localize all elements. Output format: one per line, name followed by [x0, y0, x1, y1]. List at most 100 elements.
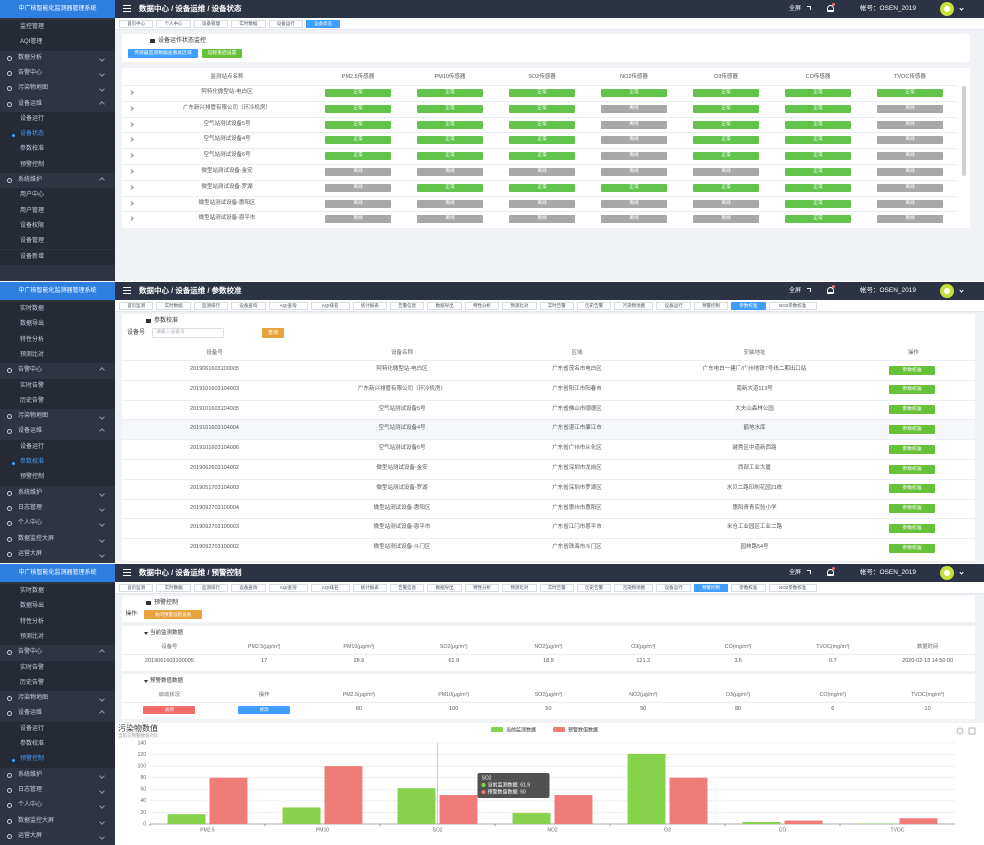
- menu-item[interactable]: 设备新增: [0, 249, 115, 265]
- fullscreen[interactable]: 全屏: [788, 288, 801, 294]
- menu-item[interactable]: 数据导出: [0, 599, 115, 615]
- menu-item[interactable]: 运营大屏: [0, 828, 115, 845]
- menu-item[interactable]: 个人中心: [0, 516, 115, 532]
- tab[interactable]: 个人中心: [156, 20, 191, 28]
- expand-arrow[interactable]: [129, 90, 134, 95]
- bell[interactable]: [827, 567, 835, 576]
- calibrate-button[interactable]: 参数校准: [889, 405, 935, 415]
- fullscreen-icon[interactable]: [807, 570, 811, 574]
- calibrate-button[interactable]: 参数校准: [889, 444, 935, 454]
- tab[interactable]: 历史告警: [577, 584, 612, 592]
- menu-item[interactable]: 告警中心: [0, 363, 115, 379]
- menu-item[interactable]: 实时数据: [0, 584, 115, 600]
- menu-item[interactable]: 污染物地图: [0, 81, 115, 97]
- account[interactable]: 帐号：OSEN_2019: [860, 569, 916, 576]
- tab[interactable]: AQI查询: [268, 584, 308, 592]
- menu-item[interactable]: 用户管理: [0, 203, 115, 219]
- tab[interactable]: 告警信息: [390, 302, 425, 310]
- table-button[interactable]: 关闭: [143, 706, 196, 714]
- menu-item[interactable]: 实时告警: [0, 378, 115, 394]
- menu-item[interactable]: 特性分析: [0, 332, 115, 348]
- menu-item[interactable]: 日志管理: [0, 782, 115, 799]
- menu-item[interactable]: 设备运维: [0, 96, 115, 112]
- menu-item[interactable]: 参数校准: [0, 737, 115, 753]
- calibrate-button[interactable]: 参数校准: [889, 484, 935, 494]
- menu-item[interactable]: 实时数据: [0, 302, 115, 318]
- tab[interactable]: 预测比对: [502, 302, 537, 310]
- tab[interactable]: AQI排名: [310, 302, 350, 310]
- tab[interactable]: 首页监测: [119, 302, 154, 310]
- tab[interactable]: 告警信息: [390, 584, 425, 592]
- account[interactable]: 帐号：OSEN_2019: [860, 287, 916, 294]
- menu-item[interactable]: AQI管理: [0, 35, 115, 51]
- tab[interactable]: 实时告警: [539, 302, 574, 310]
- search-button[interactable]: 查询: [262, 328, 284, 338]
- expand-arrow[interactable]: [129, 153, 134, 158]
- menu-item[interactable]: 设备管理: [0, 234, 115, 250]
- menu-item[interactable]: 设备运行: [0, 111, 115, 128]
- search-input[interactable]: 请输入设备号: [152, 328, 224, 338]
- tab[interactable]: 实时数据: [231, 20, 266, 28]
- tab[interactable]: 实时告警: [539, 584, 574, 592]
- bell[interactable]: [827, 285, 835, 294]
- op-button[interactable]: 关闭预警远程设备: [144, 610, 202, 619]
- tab[interactable]: 设备查询: [231, 584, 266, 592]
- tab[interactable]: AQI查询: [268, 302, 308, 310]
- menu-item[interactable]: 历史告警: [0, 675, 115, 692]
- menu-item[interactable]: 预警控制: [0, 470, 115, 486]
- calibrate-button[interactable]: 参数校准: [889, 464, 935, 474]
- menu-item[interactable]: 数据监控大屏: [0, 813, 115, 829]
- tab[interactable]: AQI排名: [310, 584, 350, 592]
- menu-item[interactable]: 告警中心: [0, 645, 115, 661]
- menu-item[interactable]: 日志管理: [0, 500, 115, 517]
- fullscreen[interactable]: 全屏: [788, 6, 801, 12]
- account[interactable]: 帐号：OSEN_2019: [860, 5, 916, 12]
- menu-item[interactable]: 运营大屏: [0, 546, 115, 563]
- avatar[interactable]: [940, 566, 954, 580]
- tab[interactable]: 数据导出: [427, 584, 462, 592]
- expand-arrow[interactable]: [129, 121, 134, 127]
- tab[interactable]: 特性分析: [464, 584, 500, 592]
- tab[interactable]: 特性分析: [464, 302, 500, 310]
- calibrate-button[interactable]: 参数校准: [889, 543, 935, 553]
- menu-item[interactable]: 设备运行: [0, 721, 115, 737]
- tab[interactable]: 污染物地图: [614, 584, 654, 592]
- tab[interactable]: 实时数据: [156, 302, 191, 310]
- tab[interactable]: 预测比对: [502, 584, 537, 592]
- menu-item[interactable]: 数据分析: [0, 50, 115, 66]
- menu-item[interactable]: 预测比对: [0, 347, 115, 364]
- expand-arrow[interactable]: [129, 106, 134, 111]
- menu-item[interactable]: 预警控制: [0, 157, 115, 173]
- tab[interactable]: 首页中心: [119, 20, 154, 28]
- tab[interactable]: 参数校准: [731, 584, 766, 592]
- fullscreen-icon[interactable]: [807, 6, 811, 10]
- tab[interactable]: 设备管理: [193, 20, 229, 28]
- tab[interactable]: 历史告警: [577, 302, 612, 310]
- tab[interactable]: 统计报表: [352, 584, 387, 592]
- button[interactable]: 传感器监测数据查看此区域: [128, 49, 198, 58]
- calibrate-button[interactable]: 参数校准: [889, 385, 935, 395]
- tab[interactable]: 统计报表: [352, 302, 387, 310]
- menu-item[interactable]: 设备运行: [0, 439, 115, 455]
- menu-item[interactable]: 预测比对: [0, 629, 115, 646]
- menu-item[interactable]: 个人中心: [0, 798, 115, 814]
- tab[interactable]: 实时数据: [156, 584, 191, 592]
- expand-arrow[interactable]: [129, 185, 134, 190]
- menu-item[interactable]: 历史告警: [0, 393, 115, 410]
- tab[interactable]: 预警控制: [693, 302, 729, 310]
- avatar[interactable]: [940, 284, 954, 298]
- menu-item[interactable]: 设备运维: [0, 706, 115, 722]
- menu-item[interactable]: 设备权限: [0, 218, 115, 235]
- tab[interactable]: NO2参数校准: [768, 302, 817, 310]
- menu-item[interactable]: 系统维护: [0, 485, 115, 501]
- tab[interactable]: 数据导出: [427, 302, 462, 310]
- tab[interactable]: 预警控制: [693, 584, 729, 592]
- menu-item[interactable]: 污染物地图: [0, 691, 115, 707]
- tab[interactable]: NO2参数校准: [768, 584, 817, 592]
- tab[interactable]: 首页监测: [119, 584, 154, 592]
- menu-item[interactable]: 监控管理: [0, 20, 115, 36]
- tab[interactable]: 污染物地图: [614, 302, 654, 310]
- expand-arrow[interactable]: [129, 137, 134, 143]
- menu-item[interactable]: 数据监控大屏: [0, 531, 115, 547]
- tab[interactable]: 设备运行: [656, 584, 691, 592]
